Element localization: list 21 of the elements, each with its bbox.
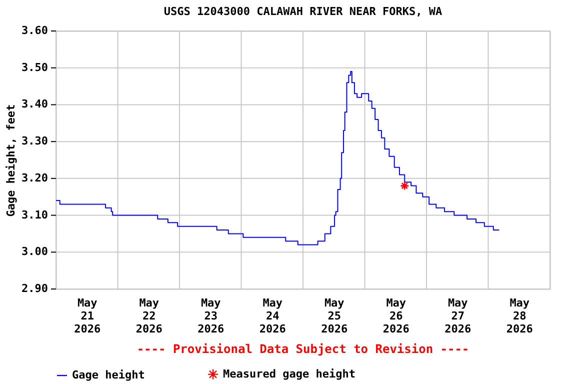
chart-title: USGS 12043000 CALAWAH RIVER NEAR FORKS, WA [164,5,442,18]
x-tick-label: May 26 2026 [382,296,410,336]
text: ---- Provisional Data Subject to Revision ---- [136,342,470,356]
legend-label: Gage height [72,368,145,382]
y-tick-label: 3.30 [22,134,48,148]
y-tick-label: 3.20 [22,171,48,184]
x-tick-label: May 21 2026 [74,296,101,336]
y-tick-label: 3.10 [22,208,48,222]
y-tick-label: 3.00 [22,245,48,258]
y-axis-title: Gage height, feet [4,104,18,217]
x-tick-label: May 23 2026 [198,296,224,336]
legend-label: Measured gage height [223,367,356,380]
y-tick-label: 3.40 [22,98,48,111]
x-tick-label: May 24 2026 [259,296,286,336]
x-tick-label: May 25 2026 [321,296,348,336]
y-tick-label: 3.50 [22,60,48,74]
x-tick-label: May 28 2026 [506,296,534,336]
y-tick-label: 3.60 [22,24,48,37]
x-tick-label: May 22 2026 [136,296,163,336]
y-tick-label: 2.90 [22,282,48,295]
x-tick-label: May 27 2026 [444,296,472,336]
